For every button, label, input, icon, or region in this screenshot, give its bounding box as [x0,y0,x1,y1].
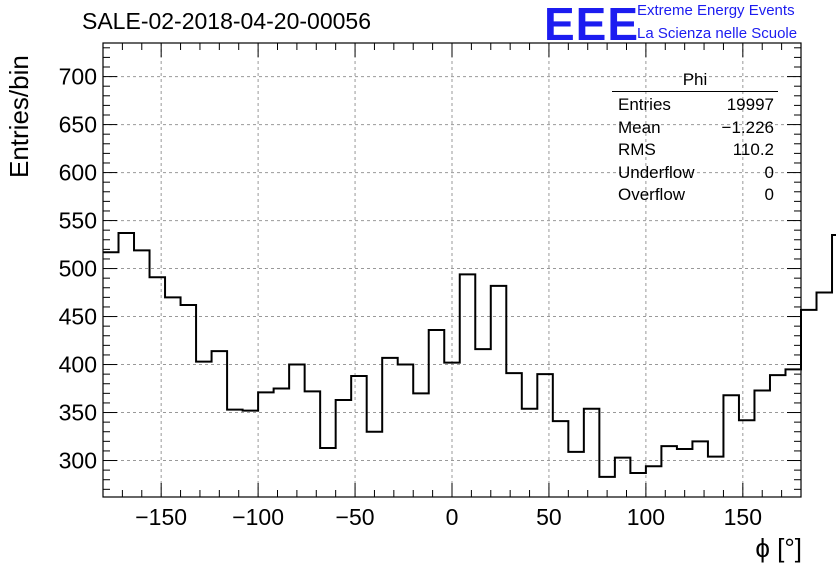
logo-mark: EEE [544,0,640,50]
y-axis-label: Entries/bin [4,55,34,178]
stats-box: Phi Entries 19997 Mean −1.226 RMS 110.2 … [612,70,778,207]
stats-label: Overflow [618,185,686,204]
y-tick-label: 650 [59,112,97,138]
stats-label: Entries [618,95,671,114]
histogram-line [103,232,836,478]
y-tick-label: 450 [59,304,97,330]
logo-line-2: La Scienza nelle Scuole [637,25,798,42]
x-tick-label: −150 [135,504,187,530]
x-tick-label: −50 [336,504,375,530]
logo-line-1: Extreme Energy Events [637,2,795,19]
x-tick-label: 0 [446,504,459,530]
y-tick-label: 400 [59,352,97,378]
y-tick-label: 550 [59,208,97,234]
stats-label: Underflow [618,162,695,182]
stats-row-overflow: Overflow 0 [612,184,778,207]
stats-value: 0 [764,162,774,182]
x-tick-label: 100 [627,504,665,530]
y-tick-label: 300 [59,448,97,474]
y-tick-label: 350 [59,400,97,426]
y-tick-label: 600 [59,160,97,186]
stats-value: 0 [764,185,774,204]
stats-label: Mean [618,117,661,137]
x-tick-label: 150 [724,504,762,530]
stats-label: RMS [618,140,656,159]
x-axis-label: ϕ [°] [755,533,802,563]
y-tick-label: 700 [59,64,97,90]
y-tick-label: 500 [59,256,97,282]
x-tick-label: 50 [536,504,562,530]
stats-value: 19997 [726,95,774,114]
stats-title: Phi [612,70,778,92]
stats-value: 110.2 [732,140,774,159]
stats-row-rms: RMS 110.2 [612,139,778,162]
stats-value: −1.226 [721,117,774,137]
x-tick-label: −100 [232,504,284,530]
chart-title: SALE-02-2018-04-20-00056 [82,8,371,34]
stats-row-underflow: Underflow 0 [612,162,778,185]
stats-row-entries: Entries 19997 [612,94,778,117]
stats-row-mean: Mean −1.226 [612,117,778,140]
